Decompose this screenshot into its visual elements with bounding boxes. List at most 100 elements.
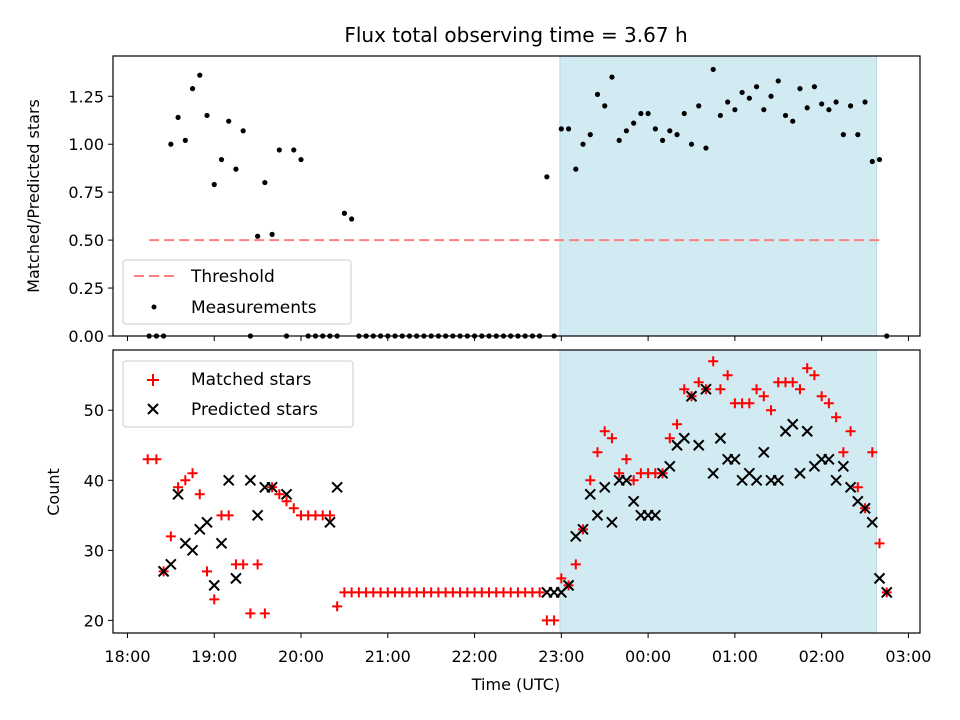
measurement-point xyxy=(240,128,246,134)
bottom-shaded-interval xyxy=(559,349,878,634)
predicted-star-point xyxy=(599,481,611,494)
predicted-star-point xyxy=(649,509,662,522)
top-plot-frame xyxy=(112,55,921,337)
measurements-points xyxy=(146,66,890,339)
measurement-point xyxy=(580,141,586,147)
predicted-star-point xyxy=(729,453,741,465)
measurement-point xyxy=(558,126,564,132)
measurement-point xyxy=(544,174,550,180)
matched-star-point xyxy=(831,412,842,423)
measurement-point xyxy=(768,93,774,99)
matched-star-point xyxy=(708,356,719,367)
matched-star-point xyxy=(852,482,863,493)
matched-star-point xyxy=(209,594,220,605)
measurement-point xyxy=(833,99,839,105)
predicted-star-point xyxy=(873,572,886,585)
measurement-point xyxy=(262,179,268,186)
predicted-star-point xyxy=(678,432,690,444)
x-tick-label: 21:00 xyxy=(365,647,411,666)
measurement-point xyxy=(753,84,760,90)
predicted-star-point xyxy=(823,453,835,465)
predicted-star-point xyxy=(591,509,604,522)
predicted-star-point xyxy=(201,516,213,529)
top-legend-frame xyxy=(122,259,352,325)
matched-star-point xyxy=(628,475,639,486)
matched-stars-points xyxy=(142,356,892,626)
measurement-point xyxy=(218,156,225,163)
measurement-point xyxy=(226,118,232,124)
matched-star-point xyxy=(324,510,335,521)
matched-star-point xyxy=(142,454,153,465)
measurement-point xyxy=(739,89,745,96)
matched-star-point xyxy=(534,587,545,598)
matched-star-point xyxy=(693,377,704,388)
predicted-star-point xyxy=(794,467,806,479)
matched-star-point xyxy=(614,468,625,479)
matched-star-point xyxy=(173,482,184,493)
matched-star-point xyxy=(556,573,567,584)
bottom-legend: Matched stars Predicted stars xyxy=(122,360,354,428)
bottom-y-tick-label: 20 xyxy=(84,611,104,630)
measurement-point xyxy=(797,86,803,92)
matched-star-point xyxy=(165,531,176,542)
bottom-x-axis: 18:00 19:00 20:00 21:00 22:00 23:00 00:00 01:00… xyxy=(104,633,931,666)
measurement-point xyxy=(631,120,637,126)
predicted-star-point xyxy=(685,390,698,402)
predicted-star-point xyxy=(881,586,893,599)
predicted-star-point xyxy=(222,474,235,486)
measurement-point xyxy=(710,66,716,73)
predicted-star-point xyxy=(331,481,343,494)
matched-star-point xyxy=(802,363,813,374)
measurement-point xyxy=(782,112,789,119)
measurement-point xyxy=(667,128,673,134)
top-shaded-interval xyxy=(559,55,878,337)
measurement-point xyxy=(876,156,883,163)
matched-star-point xyxy=(874,538,885,549)
matched-star-point xyxy=(585,475,596,486)
measurement-point xyxy=(623,128,630,134)
matched-star-point xyxy=(223,510,234,521)
x-tick-label: 02:00 xyxy=(799,647,845,666)
predicted-star-point xyxy=(577,523,589,536)
measurement-point xyxy=(826,107,832,113)
top-y-axis-label: Matched/Predicted stars xyxy=(24,99,43,293)
measurement-point xyxy=(855,132,861,138)
predicted-star-point xyxy=(172,488,184,501)
measurement-point xyxy=(587,132,593,138)
matched-star-point xyxy=(679,384,690,395)
matched-star-point xyxy=(549,615,560,626)
measurement-point xyxy=(674,132,680,138)
measurement-point xyxy=(197,72,203,78)
top-y-tick-label: 0.75 xyxy=(68,183,104,202)
matched-star-point xyxy=(252,559,263,570)
matched-star-point xyxy=(245,608,256,619)
x-tick-label: 01:00 xyxy=(712,647,758,666)
legend-measurements-label: Measurements xyxy=(191,298,317,318)
matched-star-point xyxy=(288,503,299,514)
legend-matched-swatch xyxy=(147,374,159,386)
predicted-star-point xyxy=(627,495,640,508)
bottom-y-tick-label: 40 xyxy=(84,471,104,490)
predicted-star-point xyxy=(215,537,228,550)
x-tick-label: 03:00 xyxy=(885,647,931,666)
x-tick-label: 20:00 xyxy=(278,647,324,666)
bottom-panel: 20 30 40 50 18:00 19:00 20:00 21:00 22:00 23:00 0… xyxy=(44,349,931,694)
measurement-point xyxy=(638,110,644,117)
measurement-point xyxy=(703,145,709,151)
measurement-point xyxy=(688,141,695,147)
matched-star-point xyxy=(816,391,827,402)
measurement-point xyxy=(269,231,275,237)
measurement-point xyxy=(840,132,846,138)
measurement-point xyxy=(717,112,724,119)
bottom-y-axis-label: Count xyxy=(44,468,63,516)
matched-star-point xyxy=(722,370,733,381)
matched-star-point xyxy=(766,405,777,416)
top-y-axis: 0.00 0.25 0.50 0.75 1.00 1.25 xyxy=(68,87,113,346)
predicted-star-point xyxy=(186,544,199,557)
measurement-point xyxy=(746,95,752,101)
measurement-point xyxy=(175,114,181,120)
matched-star-point xyxy=(281,496,292,507)
predicted-star-point xyxy=(324,516,336,529)
matched-star-point xyxy=(845,426,856,437)
measurement-point xyxy=(182,137,188,143)
